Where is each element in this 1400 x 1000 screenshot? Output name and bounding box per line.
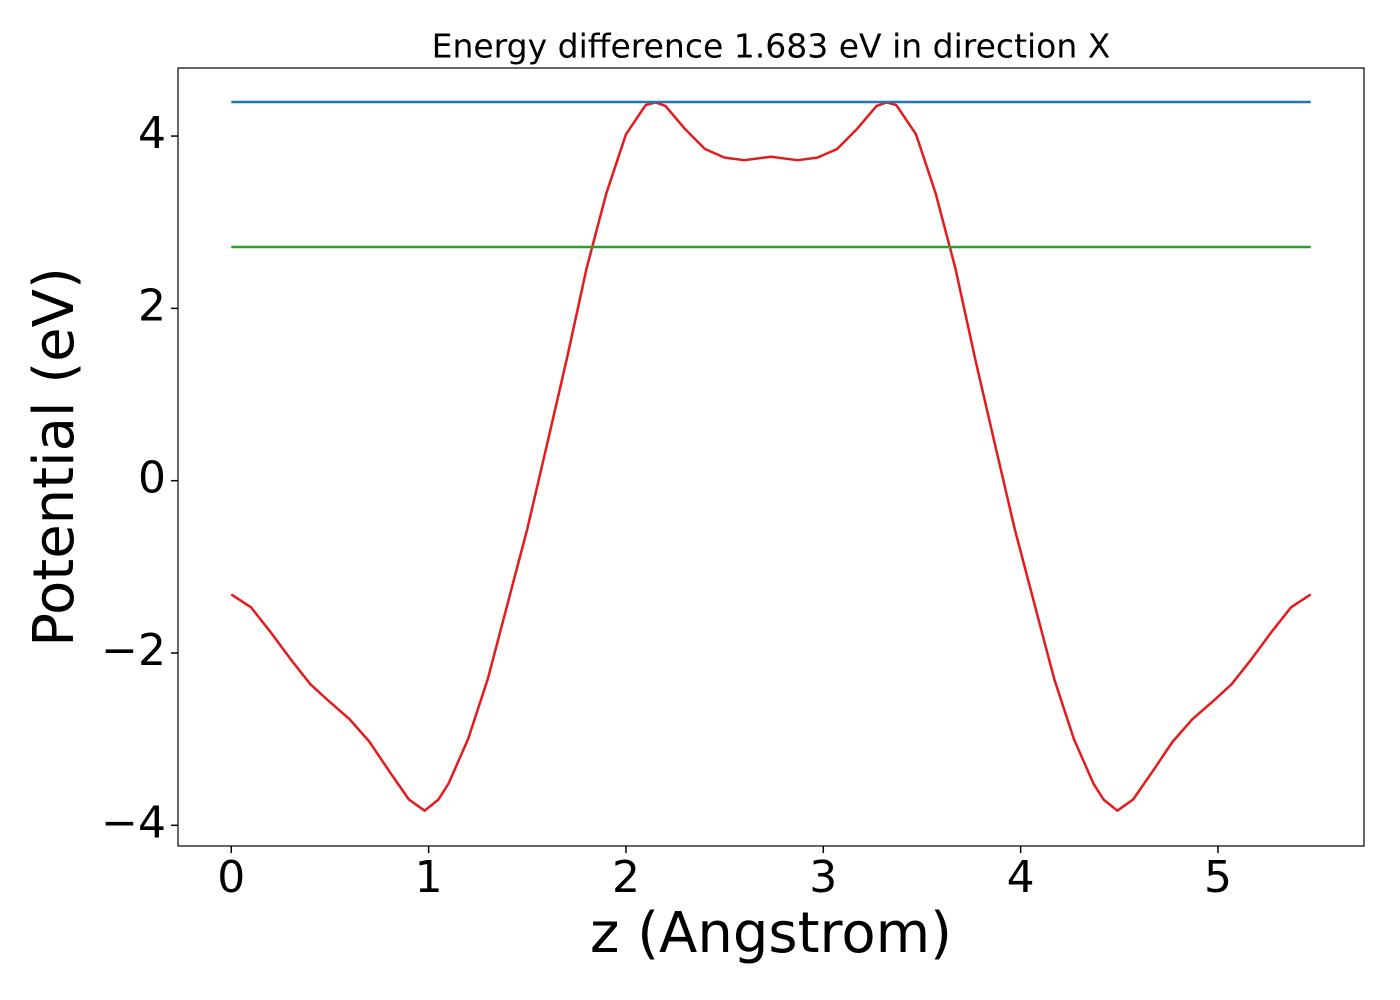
chart-title: Energy difference 1.683 eV in direction …	[432, 27, 1111, 66]
y-tick-label: −2	[101, 625, 166, 676]
x-tick-label: 2	[612, 852, 640, 903]
y-tick-label: 4	[138, 108, 166, 159]
x-tick-label: 5	[1204, 852, 1232, 903]
x-tick-label: 4	[1007, 852, 1035, 903]
series-line	[230, 101, 1312, 812]
y-tick-label: −4	[101, 797, 166, 848]
x-tick-label: 3	[809, 852, 837, 903]
plot-frame	[177, 67, 1365, 847]
x-tick-label: 0	[217, 852, 245, 903]
y-tick-label: 0	[138, 453, 166, 504]
x-axis-label: z (Angstrom)	[590, 901, 952, 966]
y-tick-label: 2	[138, 280, 166, 331]
x-tick-label: 1	[415, 852, 443, 903]
y-axis-label: Potential (eV)	[22, 267, 87, 647]
